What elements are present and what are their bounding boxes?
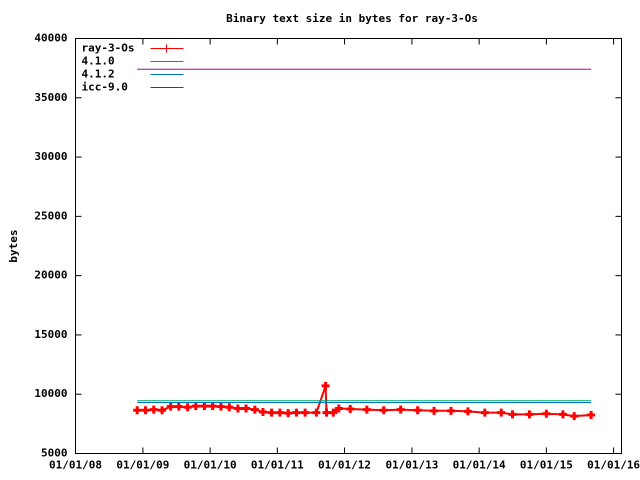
- point: [191, 402, 200, 411]
- point: [233, 404, 242, 413]
- x-tick-label: 01/01/14: [453, 459, 506, 472]
- point: [174, 402, 183, 411]
- x-tick-label: 01/01/08: [49, 459, 102, 472]
- point: [570, 412, 579, 421]
- legend-label: 4.1.0: [82, 55, 115, 68]
- point: [166, 402, 175, 411]
- y-tick-label: 25000: [34, 209, 67, 222]
- chart-title: Binary text size in bytes for ray-3-Os: [226, 12, 478, 25]
- x-tick-label: 01/01/16: [587, 459, 640, 472]
- y-tick-label: 10000: [34, 387, 67, 400]
- point: [258, 408, 267, 416]
- point: [497, 408, 506, 417]
- y-tick-label: 30000: [34, 150, 67, 163]
- point: [225, 403, 234, 412]
- y-tick-label: 20000: [34, 269, 67, 282]
- point: [480, 408, 489, 417]
- x-tick-label: 01/01/12: [318, 459, 371, 472]
- point: [508, 410, 517, 419]
- point: [149, 405, 158, 414]
- point: [301, 408, 310, 417]
- plot-border: [75, 38, 622, 454]
- point: [334, 404, 343, 413]
- point: [525, 410, 534, 419]
- point: [463, 407, 472, 416]
- x-tick-label: 01/01/10: [184, 459, 237, 472]
- x-tick-label: 01/01/15: [520, 459, 573, 472]
- point: [250, 405, 259, 414]
- x-tick-label: 01/01/09: [116, 459, 169, 472]
- point: [200, 402, 209, 411]
- point: [321, 381, 330, 390]
- legend-label: 4.1.2: [82, 68, 115, 81]
- point: [158, 406, 167, 415]
- legend-label: icc-9.0: [82, 81, 128, 94]
- point: [208, 402, 217, 411]
- point: [267, 408, 276, 417]
- point: [379, 406, 388, 415]
- x-tick-label: 01/01/13: [385, 459, 438, 472]
- point: [292, 408, 301, 417]
- point: [587, 410, 596, 419]
- point: [430, 406, 439, 415]
- point: [413, 406, 422, 415]
- legend-label: ray-3-Os: [82, 42, 135, 55]
- point: [396, 405, 405, 414]
- point: [446, 406, 455, 415]
- y-tick-label: 15000: [34, 328, 67, 341]
- x-tick-label: 01/01/11: [251, 459, 304, 472]
- point: [346, 405, 355, 414]
- point: [312, 408, 321, 417]
- point: [183, 403, 192, 412]
- point: [329, 408, 338, 417]
- point: [542, 409, 551, 418]
- point: [216, 402, 225, 411]
- y-tick-label: 35000: [34, 91, 67, 104]
- point: [133, 406, 142, 415]
- y-tick-label: 40000: [34, 32, 67, 45]
- y-tick-label: 5000: [41, 447, 68, 460]
- point: [141, 406, 150, 415]
- y-axis-label: bytes: [7, 229, 20, 262]
- point: [242, 404, 251, 413]
- point: [558, 410, 567, 419]
- point: [275, 408, 284, 417]
- point: [322, 408, 331, 417]
- point: [362, 405, 371, 414]
- point: [284, 409, 293, 418]
